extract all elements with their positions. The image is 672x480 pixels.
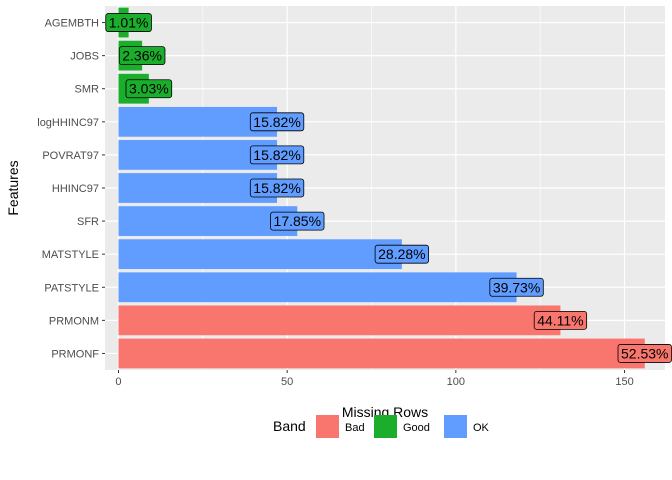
legend-key-ok [444, 415, 467, 438]
data-label-jobs: 2.36% [118, 46, 166, 66]
data-label-hhinc97: 15.82% [249, 178, 305, 198]
data-label-patstyle: 39.73% [489, 277, 544, 297]
y-tick-label: AGEMBTH [45, 18, 99, 30]
y-tick-label: SFR [77, 216, 99, 228]
data-labels: 1.01% 2.36% 3.03% 15.82% 15.82% 15.82% 17.85% 2… [105, 13, 672, 363]
data-label-box [489, 277, 544, 297]
legend-key-bad [316, 415, 339, 438]
data-label-box [249, 145, 305, 165]
data-label: 17.85% [274, 213, 321, 229]
data-label-box [374, 244, 430, 264]
bar-patstyle [118, 272, 517, 303]
legend-label-good: Good [403, 422, 430, 434]
x-tick-label: 150 [615, 376, 633, 388]
bar-sfr [118, 206, 298, 236]
legend-label-ok: OK [473, 422, 490, 434]
bar-matstyle [118, 239, 402, 270]
data-label-matstyle: 28.28% [374, 244, 430, 264]
data-label-box [270, 211, 325, 231]
data-label-agembth: 1.01% [105, 13, 152, 32]
data-label-box [118, 46, 166, 66]
x-tick-label: 50 [281, 376, 293, 388]
y-tick-label: POVRAT97 [42, 150, 99, 162]
legend-key-good [374, 415, 397, 438]
data-label-povrat97: 15.82% [249, 145, 305, 165]
data-label-box [125, 79, 173, 99]
data-label-box [533, 310, 588, 330]
data-label-box [249, 178, 305, 198]
legend-title: Band [273, 418, 306, 434]
data-label: 44.11% [537, 312, 583, 328]
legend: Band Bad Good OK [273, 415, 490, 438]
y-tick-label: SMR [75, 84, 100, 96]
x-axis: 0 50 100 150 [115, 370, 634, 388]
bar-prmonf [118, 338, 645, 369]
x-tick-label: 0 [115, 376, 121, 388]
y-axis: AGEMBTH JOBS SMR logHHINC97 POVRAT97 HHINC97 S… [37, 18, 105, 360]
legend-label-bad: Bad [345, 422, 365, 434]
data-label-box [249, 112, 305, 132]
y-tick-label: PRMONF [51, 348, 99, 360]
data-label-smr: 3.03% [125, 79, 173, 99]
data-label-sfr: 17.85% [270, 211, 325, 231]
data-label: 3.03% [129, 81, 169, 97]
x-axis-title: Missing Rows [342, 404, 428, 420]
data-label: 15.82% [253, 180, 300, 196]
y-tick-label: PRMONM [49, 315, 99, 327]
data-label: 15.82% [253, 114, 300, 130]
data-label-box [105, 13, 152, 32]
data-label-prmonm: 44.11% [533, 310, 588, 330]
data-label: 28.28% [378, 246, 425, 262]
x-tick-label: 100 [447, 376, 465, 388]
y-tick-label: MATSTYLE [42, 249, 99, 261]
y-tick-label: HHINC97 [52, 183, 99, 195]
data-label: 39.73% [493, 279, 540, 295]
data-label-prmonf: 52.53% [617, 344, 672, 363]
data-label: 1.01% [109, 15, 149, 31]
data-label: 15.82% [253, 147, 300, 163]
data-label: 52.53% [621, 345, 668, 361]
bar-prmonm [118, 305, 561, 336]
y-tick-label: logHHINC97 [37, 117, 99, 129]
data-label-loghhinc97: 15.82% [249, 112, 305, 132]
data-label: 2.36% [122, 48, 162, 64]
y-axis-title: Features [5, 160, 21, 215]
y-tick-label: PATSTYLE [44, 282, 99, 294]
y-tick-label: JOBS [70, 51, 99, 63]
